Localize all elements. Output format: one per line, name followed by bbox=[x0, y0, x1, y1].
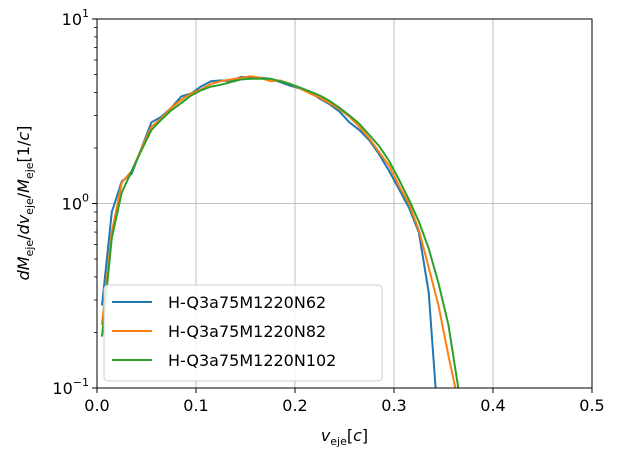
y-tick-exponent: 0 bbox=[82, 192, 89, 205]
legend-label: H-Q3a75M1220N82 bbox=[168, 322, 326, 341]
x-tick-label: 0.1 bbox=[183, 396, 208, 415]
y-tick-exponent: 1 bbox=[82, 7, 89, 20]
y-axis-label: dMeje/dveje/Meje[1/c] bbox=[14, 126, 36, 281]
y-tick-label: 101 bbox=[62, 7, 89, 29]
x-tick-label: 0.0 bbox=[84, 396, 109, 415]
y-tick-base: 10 bbox=[62, 10, 82, 29]
series-lines bbox=[101, 75, 460, 388]
x-axis-label: veje[c] bbox=[321, 426, 368, 448]
legend: H-Q3a75M1220N62 H-Q3a75M1220N82 H-Q3a75M12… bbox=[103, 284, 383, 382]
legend-label: H-Q3a75M1220N102 bbox=[168, 351, 336, 370]
legend-label: H-Q3a75M1220N62 bbox=[168, 293, 326, 312]
y-tick-label: 100 bbox=[62, 192, 89, 214]
y-tick-base: 10 bbox=[62, 195, 82, 214]
x-axis-ticks: 0.0 0.1 0.2 0.3 0.4 0.5 bbox=[84, 388, 605, 415]
x-tick-label: 0.2 bbox=[282, 396, 307, 415]
y-tick-label: 10−1 bbox=[52, 376, 89, 398]
plot-area bbox=[101, 75, 460, 388]
x-tick-label: 0.4 bbox=[480, 396, 505, 415]
y-tick-base: 10 bbox=[52, 379, 72, 398]
legend-box bbox=[103, 284, 383, 382]
x-tick-label: 0.3 bbox=[381, 396, 406, 415]
series-line-H-Q3a75M1220N102 bbox=[101, 77, 460, 388]
x-tick-label: 0.5 bbox=[579, 396, 604, 415]
y-tick-exponent: −1 bbox=[73, 376, 89, 389]
